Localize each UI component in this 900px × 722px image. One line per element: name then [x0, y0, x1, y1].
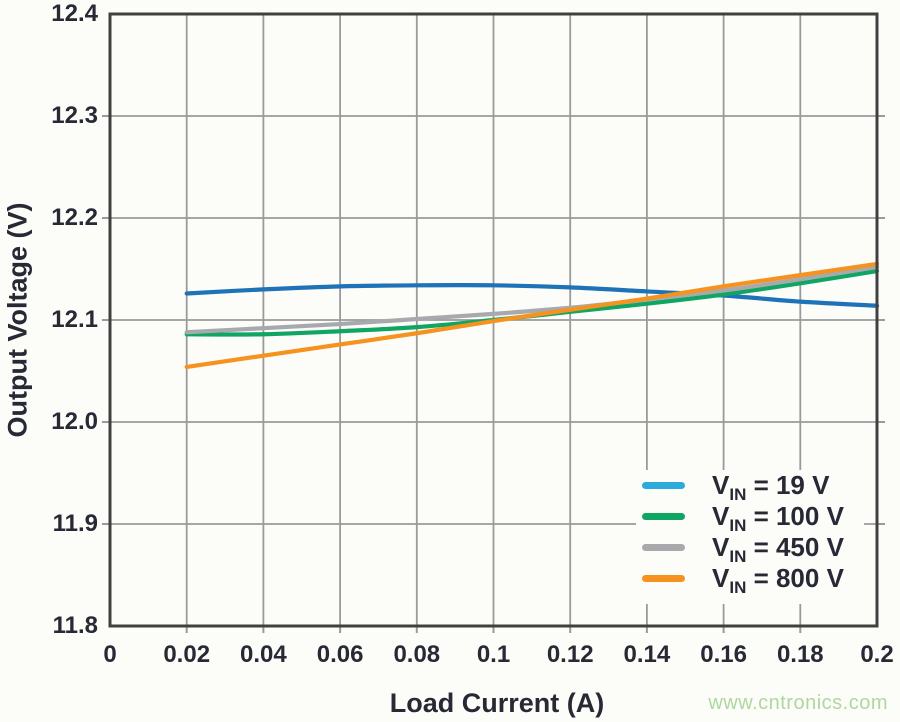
y-tick-label: 11.8 [52, 612, 98, 639]
legend-label-vin-100-v: VIN = 100 V [712, 501, 844, 536]
series-line-vin-19-v [184, 283, 880, 308]
y-tick-label: 12.0 [51, 408, 98, 435]
legend-item-vin-800-v: VIN = 800 V [636, 563, 864, 598]
legend-label-vin-450-v: VIN = 450 V [712, 532, 844, 567]
x-tick-label: 0.08 [393, 641, 441, 668]
x-axis-title: Load Current (A) [389, 688, 605, 718]
y-tick-label: 12.2 [51, 204, 98, 231]
y-tick-label: 12.4 [51, 0, 98, 27]
legend: VIN = 19 V VIN = 100 V VIN = 450 V VIN = 80… [636, 470, 864, 604]
legend-item-vin-100-v: VIN = 100 V [636, 501, 864, 536]
y-tick-label: 12.3 [51, 102, 98, 129]
legend-label-vin-800-v: VIN = 800 V [712, 563, 844, 598]
legend-item-vin-19-v: VIN = 19 V [636, 470, 864, 505]
legend-swatch-vin-800-v [642, 575, 685, 582]
x-tick-label: 0.18 [776, 641, 824, 668]
watermark-text: www.cntronics.com [708, 692, 888, 714]
legend-swatch-vin-19-v [642, 482, 685, 489]
y-tick-label: 12.1 [51, 306, 98, 333]
legend-swatch-vin-100-v [642, 513, 685, 520]
y-tick-label: 11.9 [52, 510, 98, 537]
x-tick-label: 0.14 [623, 641, 671, 668]
x-tick-label: 0.02 [163, 641, 211, 668]
x-tick-label: 0.1 [476, 641, 511, 668]
x-tick-label: 0.06 [316, 641, 364, 668]
legend-label-vin-19-v: VIN = 19 V [712, 470, 830, 505]
series-line-vin-800-v [184, 261, 880, 370]
legend-item-vin-450-v: VIN = 450 V [636, 532, 864, 567]
series-line-vin-450-v [184, 264, 880, 335]
legend-swatch-vin-450-v [642, 544, 685, 551]
x-tick-label: 0.16 [700, 641, 747, 668]
x-tick-label: 0.12 [546, 641, 594, 668]
x-tick-label: 0.2 [860, 641, 894, 668]
x-tick-label: 0 [103, 641, 117, 668]
x-tick-label: 0.04 [240, 641, 287, 668]
plot-border [108, 12, 879, 628]
